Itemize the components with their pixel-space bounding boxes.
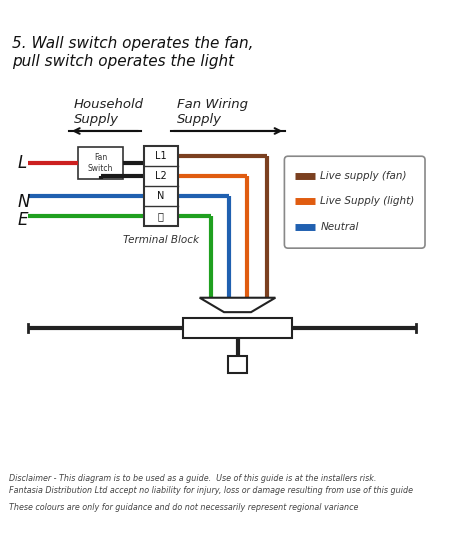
Text: Disclaimer - This diagram is to be used as a guide.  Use of this guide is at the: Disclaimer - This diagram is to be used … (9, 474, 376, 484)
Bar (228, 356, 247, 372)
Text: Fan
Switch: Fan Switch (88, 153, 113, 173)
Text: L: L (18, 153, 27, 172)
Text: These colours are only for guidance and do not necessarily represent regional va: These colours are only for guidance and … (9, 503, 358, 512)
Text: Terminal Block: Terminal Block (123, 235, 199, 245)
FancyBboxPatch shape (284, 156, 425, 248)
Text: 5. Wall switch operates the fan,: 5. Wall switch operates the fan, (12, 37, 254, 52)
Text: Household: Household (73, 98, 144, 111)
Text: N: N (18, 193, 30, 211)
Text: L2: L2 (155, 171, 167, 181)
Polygon shape (200, 297, 275, 312)
Bar (183, 317, 292, 338)
Text: ⏚: ⏚ (158, 211, 164, 220)
Text: Live supply (fan): Live supply (fan) (320, 171, 407, 181)
Text: Fan Wiring: Fan Wiring (177, 98, 248, 111)
Text: Supply: Supply (177, 113, 222, 126)
Bar (78, 147, 123, 179)
Text: pull switch operates the light: pull switch operates the light (12, 54, 234, 69)
Text: Supply: Supply (73, 113, 118, 126)
Text: L1: L1 (155, 151, 167, 161)
Text: Live Supply (light): Live Supply (light) (320, 196, 415, 206)
Text: Fantasia Distribution Ltd accept no liability for injury, loss or damage resulti: Fantasia Distribution Ltd accept no liab… (9, 486, 412, 495)
Text: E: E (18, 211, 28, 229)
Text: N: N (157, 191, 164, 201)
Bar (144, 146, 178, 225)
Text: Neutral: Neutral (320, 222, 359, 232)
